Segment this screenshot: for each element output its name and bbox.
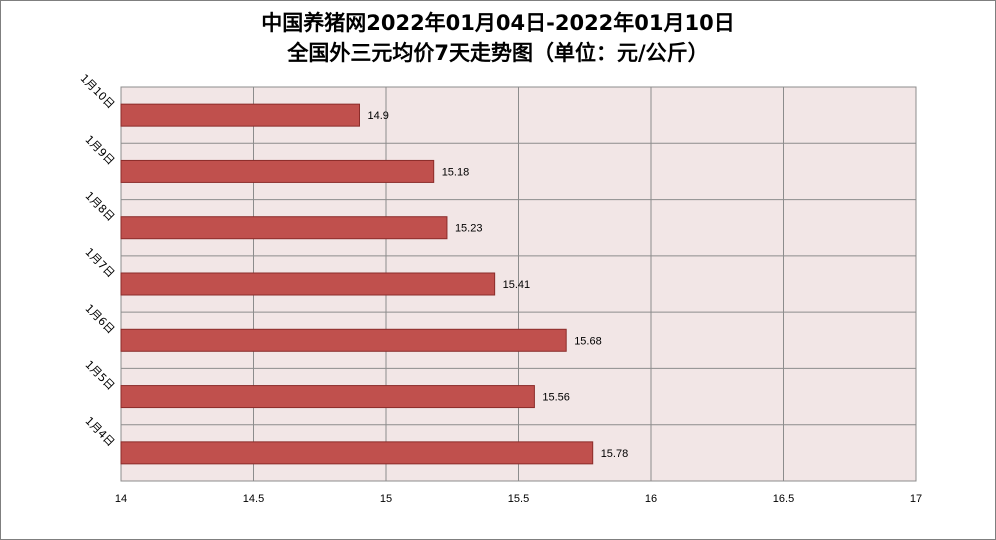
category-label: 1月7日 <box>82 245 117 280</box>
data-label: 15.56 <box>542 392 570 404</box>
category-label: 1月5日 <box>82 358 117 393</box>
bar <box>120 159 435 183</box>
x-tick-label: 16.5 <box>773 493 794 505</box>
bar <box>120 441 594 465</box>
data-label: 15.23 <box>455 223 483 235</box>
gridlines <box>120 86 917 482</box>
category-label: 1月9日 <box>82 133 117 168</box>
bars <box>120 103 594 465</box>
category-label: 1月6日 <box>82 302 117 337</box>
bar <box>120 272 496 296</box>
x-tick-label: 17 <box>910 493 922 505</box>
category-label: 1月4日 <box>82 414 117 449</box>
category-label: 1月8日 <box>82 189 117 224</box>
x-tick-label: 14 <box>115 493 127 505</box>
data-label: 15.18 <box>442 166 470 178</box>
data-label: 15.68 <box>574 335 602 347</box>
x-tick-label: 16 <box>645 493 657 505</box>
data-label: 15.41 <box>503 279 531 291</box>
bar <box>120 103 360 127</box>
x-tick-label: 15.5 <box>508 493 529 505</box>
bar <box>120 328 567 352</box>
data-labels: 14.9 15.18 15.23 15.41 15.68 15.56 15.78 <box>368 110 629 460</box>
x-tick-label: 14.5 <box>243 493 264 505</box>
chart-subtitle: 全国外三元均价7天走势图（单位：元/公斤） <box>287 41 709 65</box>
chart-title: 中国养猪网2022年01月04日-2022年01月10日 <box>261 11 735 35</box>
x-tick-label: 15 <box>380 493 392 505</box>
data-label: 14.9 <box>368 110 389 122</box>
data-label: 15.78 <box>601 448 629 460</box>
x-axis-ticks: 14 14.5 15 15.5 16 16.5 17 <box>115 493 922 505</box>
bar <box>120 385 535 409</box>
category-label: 1月10日 <box>77 72 117 112</box>
y-axis-categories: 1月10日 1月9日 1月8日 1月7日 1月6日 1月5日 1月4日 <box>77 72 117 449</box>
bar <box>120 216 448 240</box>
